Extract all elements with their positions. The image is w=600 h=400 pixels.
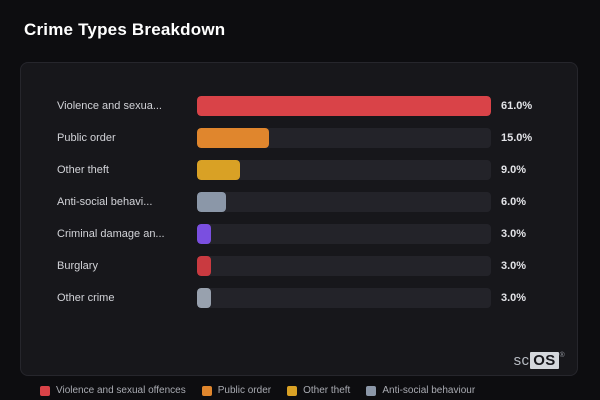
bar[interactable] <box>197 128 270 148</box>
bar-row: Public order 15.0% <box>21 122 577 154</box>
bar-label: Burglary <box>57 260 98 272</box>
bar-track <box>197 224 491 244</box>
bar-value: 6.0% <box>501 196 527 208</box>
legend-item[interactable]: Anti-social behaviour <box>366 385 475 396</box>
bar-label: Other theft <box>57 164 109 176</box>
bar-row: Violence and sexua... 61.0% <box>21 90 577 122</box>
bar[interactable] <box>197 160 241 180</box>
legend-swatch <box>40 385 50 396</box>
legend-swatch <box>366 385 377 396</box>
bar-value: 61.0% <box>501 100 533 112</box>
scos-watermark: sc OS ® <box>514 352 565 369</box>
legend-item[interactable]: Violence and sexual offences <box>40 385 186 396</box>
legend-item[interactable]: Other theft <box>287 385 350 396</box>
bar-label: Other crime <box>57 292 115 304</box>
bar-track <box>197 128 491 148</box>
bar-row: Other theft 9.0% <box>21 154 577 186</box>
bar[interactable] <box>197 96 491 116</box>
legend-label: Public order <box>217 385 272 396</box>
legend-swatch <box>287 385 298 396</box>
bar-value: 15.0% <box>501 132 533 144</box>
bar-value: 3.0% <box>501 260 527 272</box>
bar[interactable] <box>197 192 226 212</box>
watermark-os-box: OS <box>530 352 559 369</box>
bar-row: Other crime 3.0% <box>21 282 577 314</box>
bar[interactable] <box>197 288 212 308</box>
bar[interactable] <box>197 224 212 244</box>
chart-legend: Violence and sexual offences Public order… <box>40 385 590 396</box>
bar-label: Violence and sexua... <box>57 100 162 112</box>
chart-panel: Violence and sexua... 61.0% Public order 15… <box>20 62 578 376</box>
bar-track <box>197 192 491 212</box>
legend-label: Anti-social behaviour <box>382 385 476 396</box>
bar-label: Public order <box>57 132 116 144</box>
legend-swatch <box>201 385 212 396</box>
bar-value: 3.0% <box>501 228 527 240</box>
bar-track <box>197 256 491 276</box>
page-title: Crime Types Breakdown <box>24 20 226 39</box>
legend-label: Other theft <box>303 385 351 396</box>
watermark-prefix: sc <box>513 352 530 369</box>
bar-value: 3.0% <box>501 292 527 304</box>
bar-track <box>197 160 491 180</box>
bar-row: Burglary 3.0% <box>21 250 577 282</box>
bar-label: Anti-social behavi... <box>57 196 153 208</box>
registered-mark-icon: ® <box>559 352 565 359</box>
bar-track <box>197 288 491 308</box>
bar-track <box>197 96 491 116</box>
legend-item[interactable]: Public order <box>201 385 272 396</box>
bar[interactable] <box>197 256 212 276</box>
legend-label: Violence and sexual offences <box>56 385 186 396</box>
bar-value: 9.0% <box>501 164 527 176</box>
bar-row: Criminal damage an... 3.0% <box>21 218 577 250</box>
bar-chart: Violence and sexua... 61.0% Public order 15… <box>21 90 577 314</box>
bar-label: Criminal damage an... <box>57 228 165 240</box>
bar-row: Anti-social behavi... 6.0% <box>21 186 577 218</box>
